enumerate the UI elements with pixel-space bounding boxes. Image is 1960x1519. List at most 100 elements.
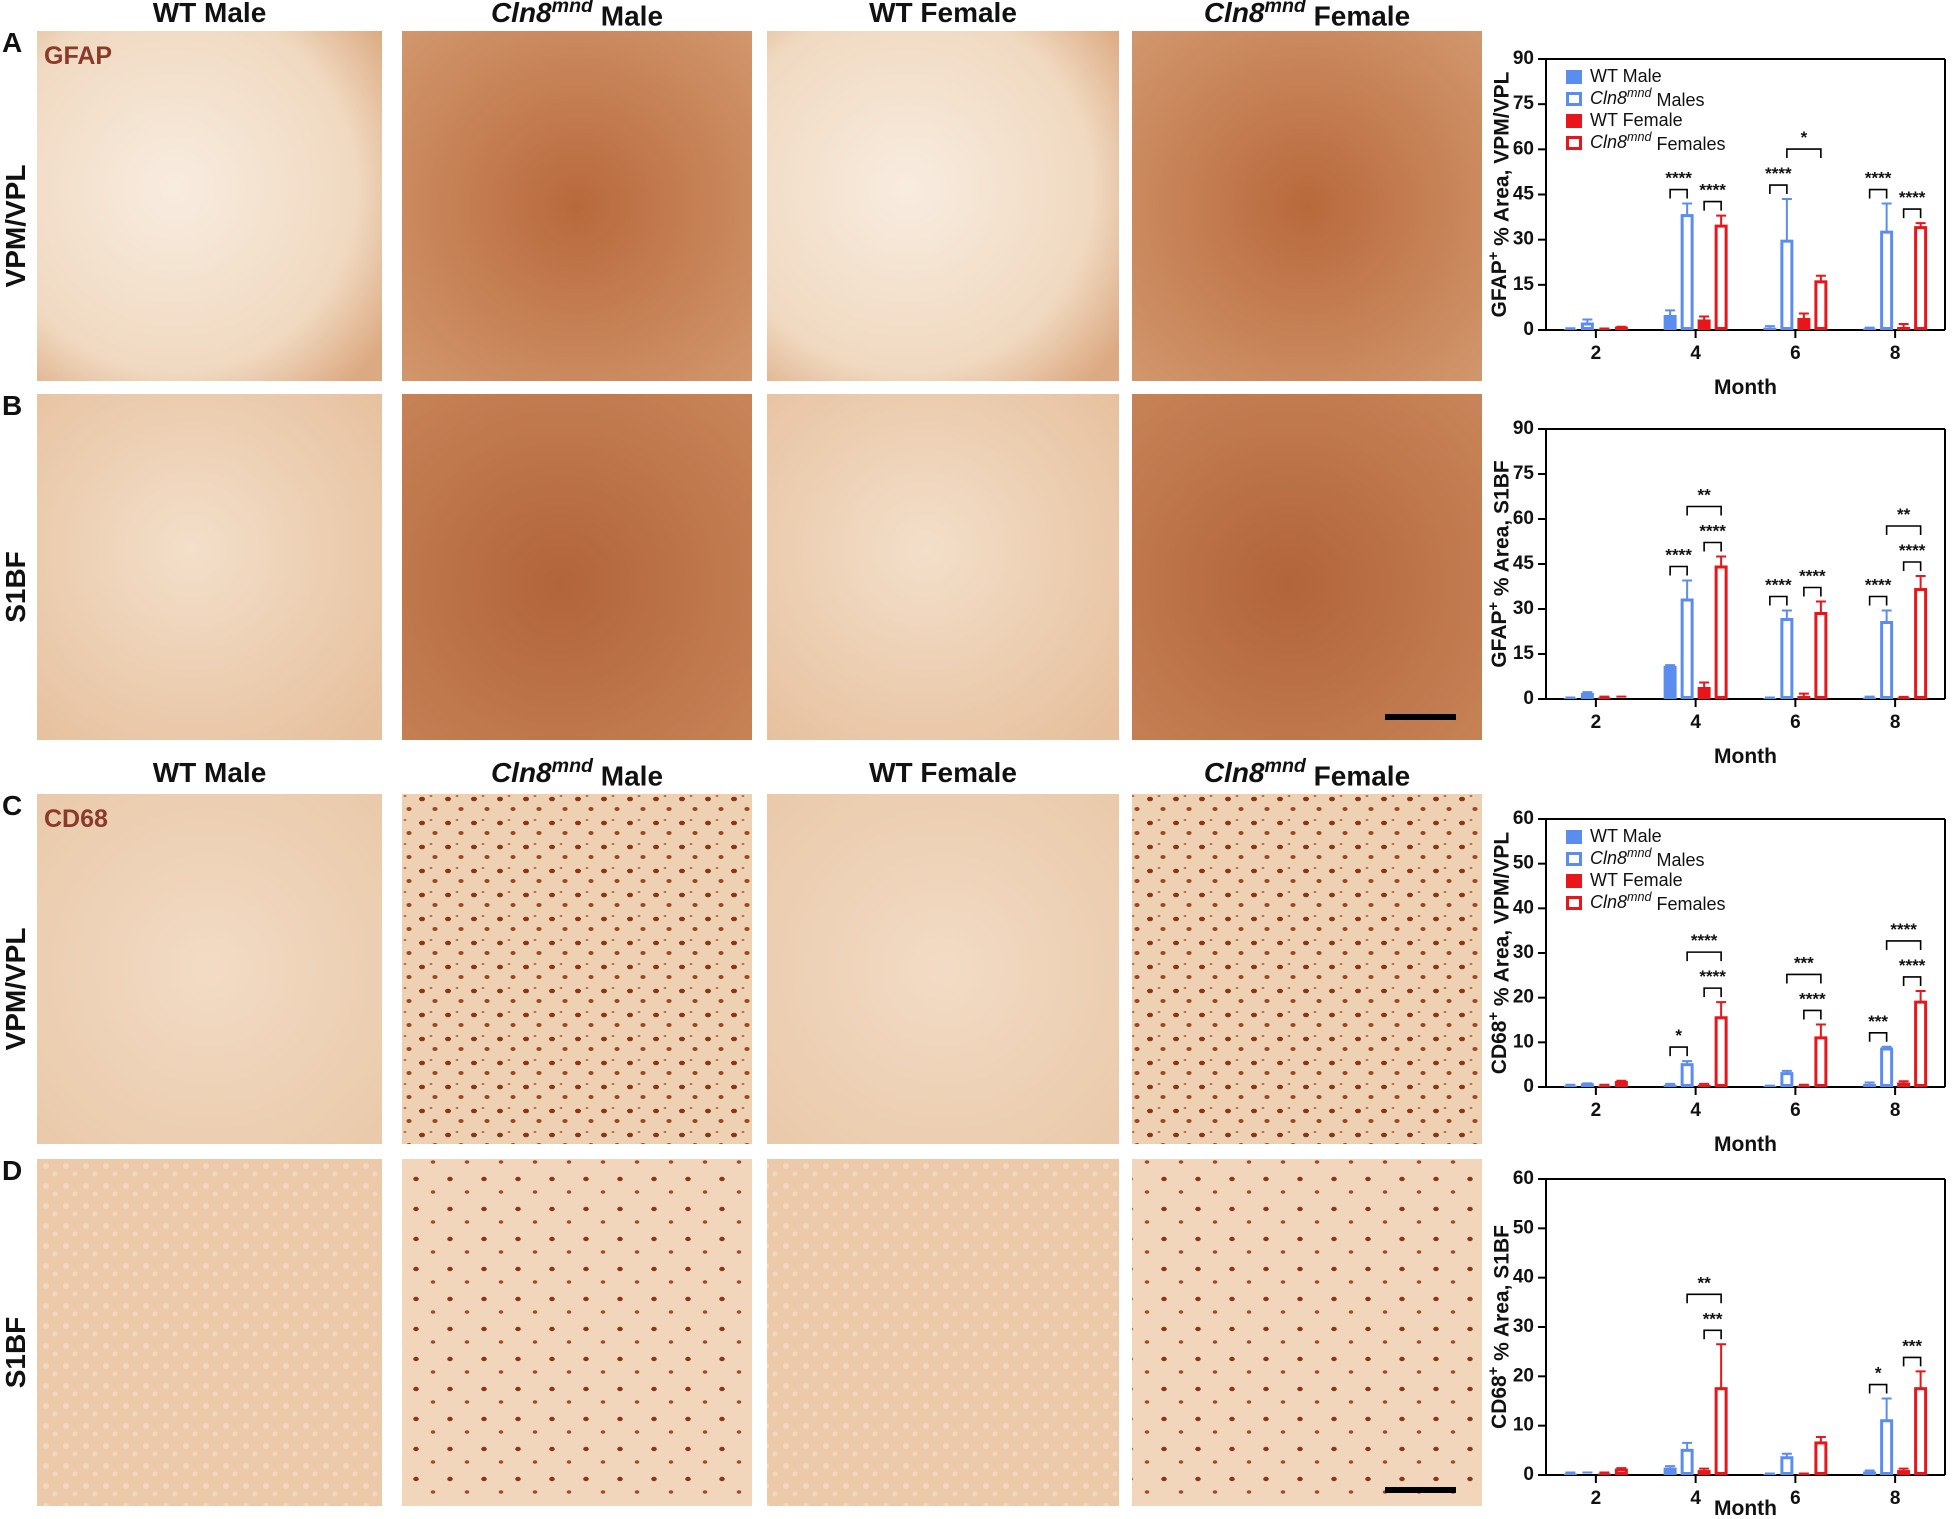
significance-bracket bbox=[1902, 1356, 1922, 1367]
bar bbox=[1914, 588, 1928, 699]
bar bbox=[1697, 1470, 1711, 1475]
micrograph bbox=[767, 394, 1119, 740]
bar bbox=[1814, 280, 1828, 331]
micrograph bbox=[37, 1159, 382, 1506]
significance-bracket bbox=[1703, 1329, 1722, 1340]
x-tick-label: 2 bbox=[1591, 1100, 1602, 1121]
significance-bracket bbox=[1885, 525, 1922, 535]
significance-label: **** bbox=[1765, 576, 1792, 595]
legend-label: WT Female bbox=[1590, 110, 1683, 130]
error-bar bbox=[1699, 1082, 1710, 1085]
x-axis-label: Month bbox=[1714, 745, 1777, 768]
x-tick-label: 4 bbox=[1690, 1488, 1701, 1509]
error-bar bbox=[1815, 600, 1826, 614]
y-tick-label: 30 bbox=[1513, 1316, 1534, 1337]
error-bar bbox=[1881, 609, 1892, 623]
bar bbox=[1680, 1063, 1694, 1087]
y-tick-label: 20 bbox=[1513, 987, 1534, 1008]
chart: 0 10 20 30 40 50 60 2 4 6 8 Month CD68+ % Area, S1BF… bbox=[1486, 1168, 1946, 1519]
bar bbox=[1880, 1047, 1894, 1087]
error-bar bbox=[1582, 318, 1593, 324]
bar bbox=[1680, 1448, 1694, 1476]
legend-label: Cln8mnd Females bbox=[1590, 130, 1726, 154]
significance-label: **** bbox=[1799, 990, 1826, 1009]
significance-label: **** bbox=[1665, 546, 1692, 565]
significance-label: **** bbox=[1899, 541, 1926, 560]
error-bar bbox=[1582, 1471, 1593, 1474]
significance-bracket bbox=[1868, 595, 1888, 606]
column-header: Cln8mnd Female bbox=[1204, 0, 1410, 32]
y-tick-label: 90 bbox=[1513, 48, 1534, 69]
micrograph bbox=[1132, 31, 1482, 381]
error-bar bbox=[1764, 325, 1775, 328]
bar bbox=[1580, 693, 1594, 699]
significance-bracket bbox=[1902, 561, 1922, 571]
legend-swatch bbox=[1566, 852, 1582, 866]
y-tick-label: 40 bbox=[1513, 897, 1534, 918]
x-tick-label: 2 bbox=[1591, 712, 1602, 733]
significance-bracket bbox=[1686, 1293, 1722, 1304]
significance-bracket bbox=[1803, 1009, 1822, 1020]
error-bar bbox=[1665, 309, 1676, 315]
error-bar bbox=[1616, 695, 1627, 698]
bar bbox=[1763, 698, 1777, 699]
bar bbox=[1914, 226, 1928, 330]
bar bbox=[1697, 687, 1711, 699]
y-tick-label: 15 bbox=[1513, 643, 1535, 664]
significance-label: **** bbox=[1865, 169, 1892, 188]
significance-bracket bbox=[1686, 505, 1722, 516]
significance-label: **** bbox=[1899, 956, 1926, 975]
y-tick-label: 45 bbox=[1513, 184, 1535, 205]
legend-label: WT Male bbox=[1590, 66, 1662, 86]
significance-bracket bbox=[1769, 184, 1788, 195]
error-bar bbox=[1616, 325, 1627, 329]
micrograph bbox=[402, 31, 752, 381]
bar bbox=[1580, 322, 1594, 331]
legend-swatch bbox=[1566, 70, 1582, 84]
error-bar bbox=[1682, 1441, 1693, 1451]
error-bar bbox=[1864, 695, 1875, 698]
legend-swatch bbox=[1566, 896, 1582, 910]
bar bbox=[1563, 1085, 1577, 1087]
y-tick-label: 60 bbox=[1513, 508, 1534, 529]
x-tick-label: 2 bbox=[1591, 343, 1602, 364]
error-bar bbox=[1864, 1469, 1875, 1472]
error-bar bbox=[1699, 1467, 1710, 1471]
column-header: Cln8mnd Male bbox=[491, 0, 663, 32]
bar bbox=[1597, 697, 1611, 699]
x-tick-label: 8 bbox=[1890, 343, 1901, 364]
error-bar bbox=[1716, 214, 1727, 227]
error-bar bbox=[1716, 1001, 1727, 1018]
significance-label: *** bbox=[1868, 1012, 1888, 1031]
error-bar bbox=[1798, 312, 1809, 318]
significance-label: **** bbox=[1890, 920, 1917, 939]
error-bar bbox=[1898, 695, 1909, 698]
bar bbox=[1880, 1419, 1894, 1475]
panel-letter: D bbox=[2, 1155, 22, 1186]
column-header: WT Female bbox=[869, 757, 1017, 788]
significance-bracket bbox=[1669, 188, 1688, 199]
bar bbox=[1714, 224, 1728, 330]
significance-label: *** bbox=[1902, 1337, 1922, 1356]
stain-label: GFAP bbox=[44, 42, 112, 70]
error-bar bbox=[1599, 1083, 1610, 1086]
y-axis-label: CD68+ % Area, VPM/VPL bbox=[1486, 832, 1513, 1075]
bar bbox=[1780, 1456, 1794, 1475]
y-tick-label: 30 bbox=[1513, 229, 1534, 250]
chart: 0 15 30 45 60 75 90 2 4 6 8 Month GFAP+ % Area, S1BF… bbox=[1486, 418, 1946, 768]
y-tick-label: 30 bbox=[1513, 942, 1534, 963]
y-tick-label: 20 bbox=[1513, 1365, 1534, 1386]
error-bar bbox=[1915, 1370, 1926, 1389]
bar bbox=[1863, 697, 1877, 699]
x-axis-label: Month bbox=[1714, 376, 1777, 399]
micrograph bbox=[37, 794, 382, 1144]
bar bbox=[1914, 1000, 1928, 1088]
y-tick-label: 50 bbox=[1513, 1217, 1534, 1238]
legend-label: WT Female bbox=[1590, 870, 1683, 890]
y-tick-label: 60 bbox=[1513, 808, 1534, 829]
error-bar bbox=[1781, 1452, 1792, 1458]
y-axis-label: GFAP+ % Area, S1BF bbox=[1486, 460, 1513, 668]
y-tick-label: 75 bbox=[1513, 93, 1535, 114]
